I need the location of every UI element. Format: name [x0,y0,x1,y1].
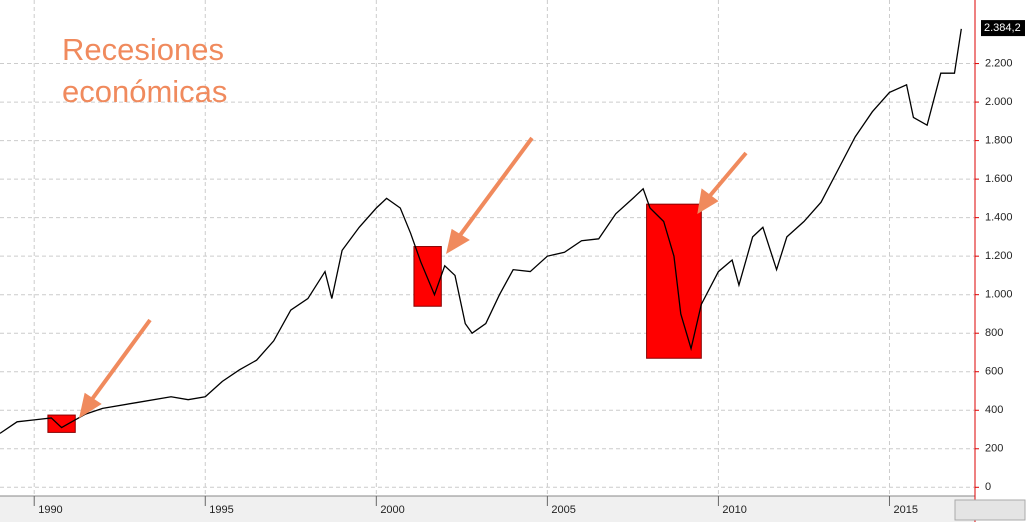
x-axis-strip [0,496,975,522]
y-tick-label: 800 [985,327,1003,339]
x-tick-label: 2010 [722,504,746,516]
x-tick-label: 2000 [380,504,404,516]
arrow-head [446,228,470,255]
axes: 0 200 400 600 800 1.000 1.200 1.400 1.600 1.800 2.… [33,20,1025,516]
arrow-head [697,188,719,214]
y-tick-label: 1.200 [985,250,1013,262]
y-tick-label: 2.000 [985,96,1013,108]
recession-box [47,414,76,433]
arrow-head [79,392,102,419]
y-tick-label: 200 [985,443,1003,455]
y-tick-label: 1.600 [985,173,1013,185]
y-tick-label: 400 [985,404,1003,416]
last-value-label: 2.384,2 [984,22,1021,34]
grid [0,0,975,495]
y-tick-label: 2.200 [985,57,1013,69]
y-tick-label: 600 [985,366,1003,378]
arrow [456,136,534,240]
toolbar[interactable] [954,499,1026,521]
arrow [706,151,748,200]
last-value-box [981,20,1025,37]
plot [0,28,962,434]
x-tick-label: 1995 [209,504,233,516]
arrows [79,136,748,419]
x-tick-label: 2015 [893,504,917,516]
y-tick-label: 1.400 [985,212,1013,224]
x-tick-label: 2005 [551,504,575,516]
y-tick-label: 0 [985,481,991,493]
y-tick-label: 1.000 [985,289,1013,301]
recessions [47,203,702,433]
recession-box [646,203,702,359]
chart-title: Recesiones económicas [62,32,227,109]
arrow [88,318,152,404]
price-line [0,28,962,434]
y-tick-label: 1.800 [985,135,1013,147]
x-tick-label: 1990 [38,504,62,516]
